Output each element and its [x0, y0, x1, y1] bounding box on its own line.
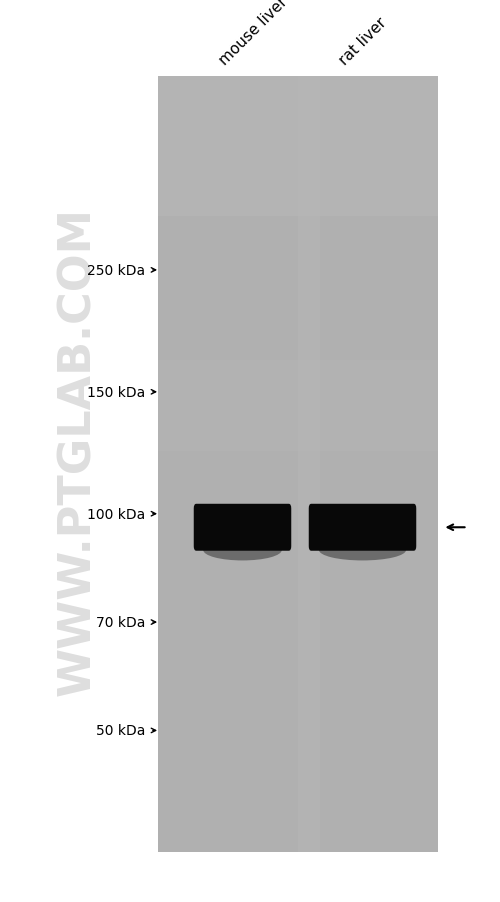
- Text: 150 kDa: 150 kDa: [87, 385, 145, 400]
- Ellipse shape: [319, 540, 406, 561]
- Text: 100 kDa: 100 kDa: [87, 507, 145, 521]
- Ellipse shape: [203, 540, 282, 561]
- Text: mouse liver: mouse liver: [217, 0, 291, 68]
- Bar: [158, 77, 438, 852]
- FancyBboxPatch shape: [194, 504, 291, 551]
- Text: 50 kDa: 50 kDa: [96, 723, 145, 738]
- Text: 250 kDa: 250 kDa: [87, 263, 145, 278]
- Bar: [298, 77, 320, 852]
- Text: 70 kDa: 70 kDa: [96, 615, 145, 630]
- FancyBboxPatch shape: [308, 504, 416, 551]
- Bar: [158, 361, 438, 451]
- Text: rat liver: rat liver: [337, 14, 390, 68]
- Bar: [158, 77, 438, 216]
- Text: WWW.PTGLAB.COM: WWW.PTGLAB.COM: [56, 207, 99, 695]
